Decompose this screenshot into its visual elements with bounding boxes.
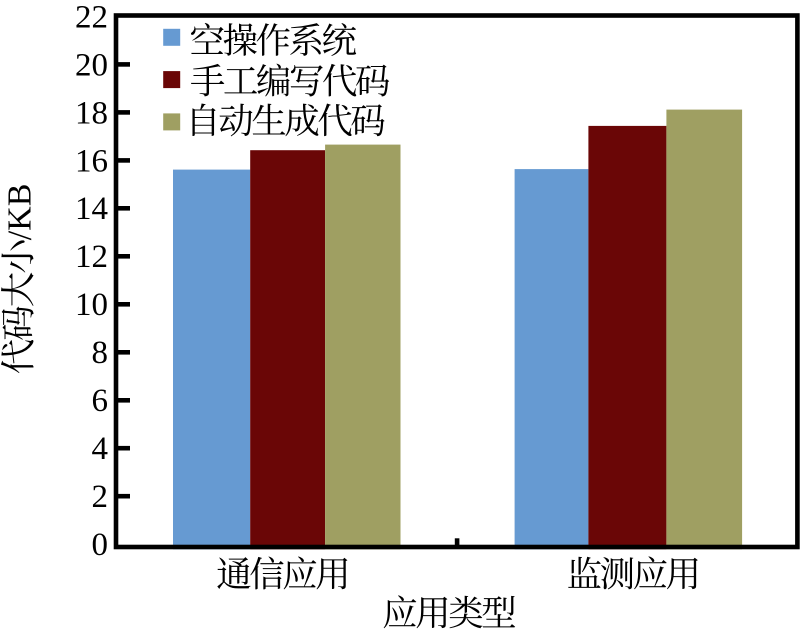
svg-text:20: 20 <box>75 47 108 83</box>
svg-text:22: 22 <box>75 0 108 35</box>
svg-text:16: 16 <box>75 143 108 179</box>
svg-text:6: 6 <box>92 383 109 419</box>
svg-text:2: 2 <box>92 479 109 515</box>
svg-text:10: 10 <box>75 287 108 323</box>
svg-text:0: 0 <box>92 527 109 563</box>
svg-text:/KB: /KB <box>2 184 39 241</box>
svg-text:8: 8 <box>92 335 109 371</box>
svg-text:14: 14 <box>75 191 108 227</box>
svg-text:18: 18 <box>75 95 108 131</box>
svg-text:12: 12 <box>75 239 108 275</box>
svg-text:4: 4 <box>92 431 109 467</box>
